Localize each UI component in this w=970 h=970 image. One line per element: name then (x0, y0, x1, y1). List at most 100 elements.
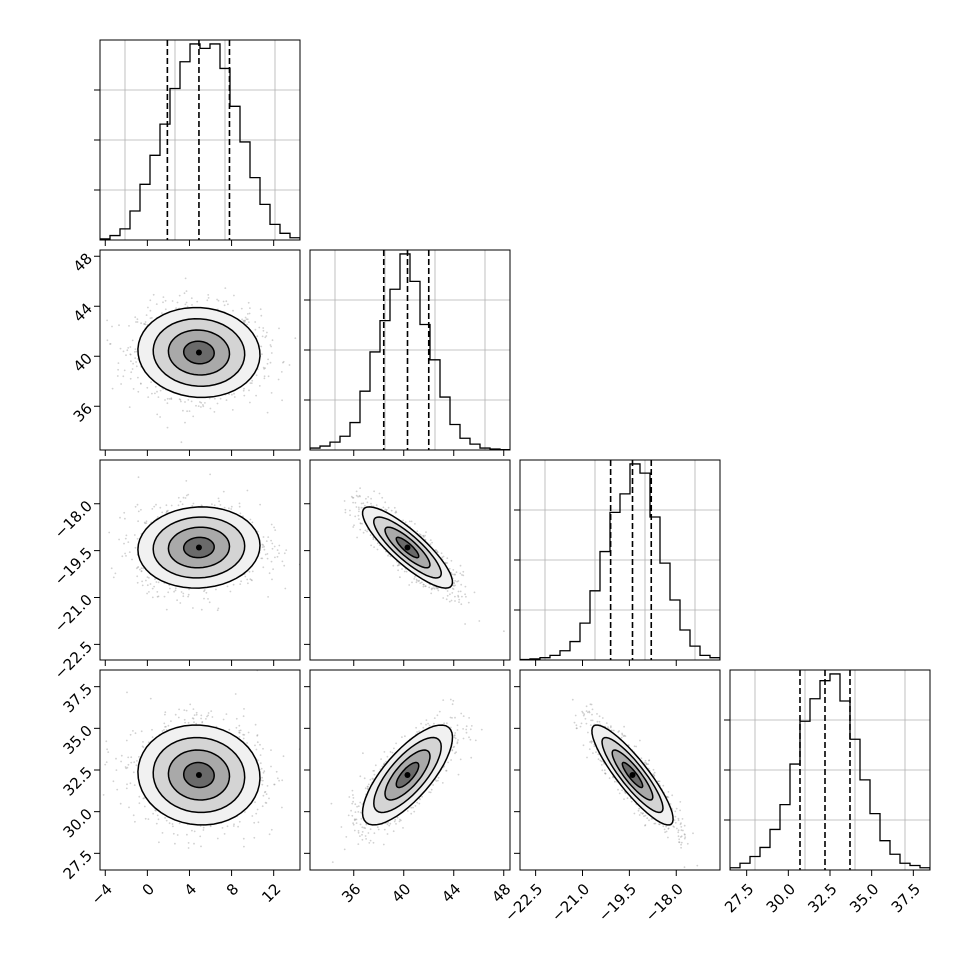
y-tick-label: 44 (70, 300, 96, 326)
sample-point (145, 579, 147, 582)
sample-point (156, 413, 159, 416)
sample-point (239, 583, 242, 585)
sample-point (459, 564, 462, 567)
sample-point (281, 779, 284, 782)
sample-point (134, 505, 137, 508)
sample-point (185, 301, 188, 304)
sample-point (274, 529, 277, 531)
sample-point (135, 361, 138, 363)
sample-point (261, 557, 264, 560)
sample-point (263, 548, 266, 551)
sample-point (184, 277, 187, 280)
sample-point (124, 537, 127, 540)
sample-point (187, 595, 190, 598)
sample-point (256, 530, 259, 533)
sample-point (376, 542, 379, 545)
sample-point (145, 522, 148, 524)
sample-point (151, 596, 154, 599)
sample-point (449, 593, 451, 596)
sample-point (244, 811, 246, 813)
sample-point (251, 379, 254, 382)
sample-point (227, 303, 229, 306)
hist-grid (520, 460, 720, 660)
sample-point (161, 511, 164, 514)
sample-point (164, 308, 167, 311)
sample-point (176, 599, 179, 602)
sample-point (143, 323, 145, 325)
sample-point (144, 522, 147, 525)
sample-point (429, 543, 432, 546)
sample-point (149, 583, 152, 585)
sample-point (184, 401, 186, 403)
sample-point (370, 544, 372, 547)
sample-point (200, 608, 203, 611)
sample-point (267, 375, 270, 378)
sample-point (272, 568, 274, 571)
sample-point (238, 502, 241, 505)
sample-point (248, 312, 251, 315)
sample-point (248, 570, 251, 573)
sample-point (184, 721, 187, 724)
sample-point (450, 559, 453, 562)
sample-point (233, 396, 236, 398)
sample-point (460, 603, 463, 606)
sample-point (282, 361, 284, 364)
sample-point (187, 493, 190, 496)
sample-point (263, 375, 266, 378)
sample-point (440, 552, 443, 555)
sample-point (202, 826, 205, 829)
sample-point (441, 556, 444, 559)
sample-point (107, 751, 110, 753)
sample-point (270, 539, 272, 542)
sample-point (146, 592, 149, 595)
sample-point (436, 587, 438, 590)
sample-point (228, 393, 231, 396)
sample-point (92, 322, 94, 324)
density-peak (195, 349, 202, 356)
sample-point (283, 564, 286, 567)
sample-point (249, 307, 251, 309)
sample-point (262, 329, 265, 332)
sample-point (118, 538, 120, 541)
sample-point (182, 595, 185, 598)
sample-point (362, 531, 365, 534)
sample-point (217, 607, 220, 610)
sample-point (162, 301, 164, 304)
sample-point (156, 516, 159, 518)
sample-point (414, 576, 416, 578)
sample-point (267, 596, 269, 598)
y-tick-label: −21.0 (51, 591, 96, 636)
sample-point (417, 580, 420, 583)
sample-point (465, 595, 467, 598)
sample-point (134, 546, 137, 549)
sample-point (116, 375, 119, 377)
sample-point (213, 411, 216, 413)
sample-point (182, 409, 184, 412)
sample-point (422, 583, 425, 586)
sample-point (429, 539, 432, 541)
sample-point (255, 374, 258, 377)
sample-point (230, 505, 233, 508)
sample-point (145, 520, 148, 523)
sample-point (249, 518, 252, 521)
sample-point (242, 515, 244, 518)
sample-point (168, 822, 171, 825)
sample-point (133, 534, 136, 536)
y-tick-label: −18.0 (51, 497, 96, 542)
sample-point (125, 767, 127, 770)
sample-point (225, 300, 228, 303)
sample-point (369, 534, 372, 536)
sample-point (211, 503, 213, 506)
sample-point (224, 287, 227, 289)
sample-point (262, 366, 265, 369)
sample-point (119, 516, 121, 519)
sample-point (263, 368, 265, 370)
sample-point (184, 303, 187, 306)
sample-point (131, 339, 134, 342)
sample-point (262, 536, 265, 538)
sample-point (359, 487, 361, 490)
sample-point (385, 508, 388, 511)
sample-point (155, 581, 158, 583)
sample-point (260, 557, 263, 560)
